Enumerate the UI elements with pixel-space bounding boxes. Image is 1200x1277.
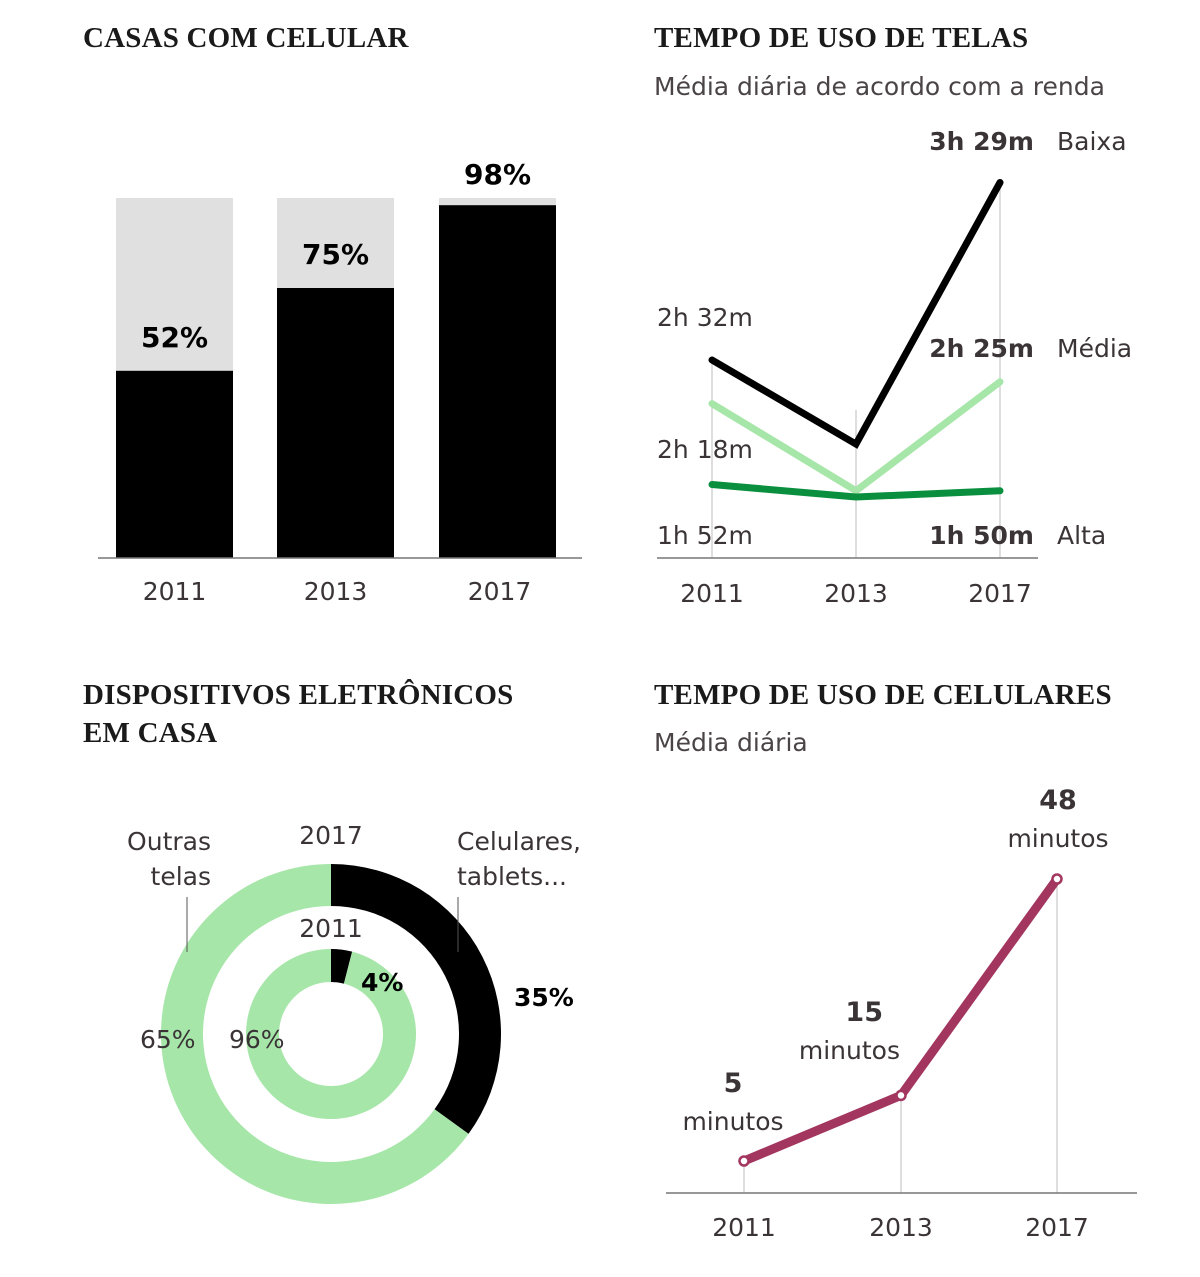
- x-tick-label: 2013: [869, 1213, 933, 1242]
- x-tick-label: 2013: [824, 579, 888, 608]
- x-tick-label: 2011: [680, 579, 744, 608]
- series-line-baixa: [708, 179, 1004, 449]
- legend-label-outras: Outras: [127, 827, 211, 856]
- slice-value-label: 35%: [514, 983, 574, 1012]
- x-tick-label: 2013: [304, 577, 368, 606]
- series-name-label: Alta: [1057, 521, 1106, 550]
- legend-label-outras: telas: [151, 862, 211, 891]
- series-end-label: 3h 29m: [929, 127, 1034, 156]
- series-start-label: 1h 52m: [657, 521, 753, 550]
- slice-value-label: 65%: [140, 1025, 196, 1054]
- series-line-alta: [708, 481, 1004, 501]
- chart-title-celulares: TEMPO DE USO DE CELULARES: [654, 679, 1112, 711]
- series-start-label: 2h 32m: [657, 303, 753, 332]
- series-name-label: Média: [1057, 334, 1132, 363]
- x-tick-label: 2011: [143, 577, 207, 606]
- bar-value-label: 98%: [464, 158, 531, 191]
- chart-subtitle-celulares: Média diária: [654, 728, 808, 757]
- chart-title-telas: TEMPO DE USO DE TELAS: [654, 22, 1029, 54]
- bar-value-label: 75%: [302, 238, 369, 271]
- x-tick-label: 2017: [968, 579, 1032, 608]
- data-value-label: 5: [724, 1068, 743, 1099]
- chart-title-casas: CASAS COM CELULAR: [83, 22, 409, 54]
- data-point: [738, 1155, 750, 1167]
- ring-year-label: 2017: [299, 821, 363, 850]
- bar-value-label: 52%: [141, 321, 208, 354]
- series-line-media: [708, 378, 1004, 496]
- data-unit-label: minutos: [799, 1036, 900, 1065]
- legend-label-celulares: tablets...: [457, 862, 567, 891]
- x-tick-label: 2017: [468, 577, 532, 606]
- series-name-label: Baixa: [1057, 127, 1127, 156]
- bar-2013: [277, 288, 394, 558]
- donut-slice-2011-outras: [245, 949, 416, 1119]
- slice-value-label: 96%: [229, 1025, 285, 1054]
- bar-2017: [439, 205, 556, 558]
- data-unit-label: minutos: [682, 1107, 783, 1136]
- donut-slice-2011-celulares: [331, 949, 353, 984]
- ring-year-label: 2011: [299, 914, 363, 943]
- chart-title-dispositivos-line1: DISPOSITIVOS ELETRÔNICOS: [83, 679, 514, 711]
- slice-value-label: 4%: [361, 968, 403, 997]
- data-point: [1051, 873, 1063, 885]
- data-unit-label: minutos: [1007, 824, 1108, 853]
- x-tick-label: 2011: [712, 1213, 776, 1242]
- x-tick-label: 2017: [1025, 1213, 1089, 1242]
- legend-label-celulares: Celulares,: [457, 827, 581, 856]
- data-point: [895, 1089, 907, 1102]
- series-end-label: 2h 25m: [929, 334, 1034, 363]
- series-start-label: 2h 18m: [657, 435, 753, 464]
- series-end-label: 1h 50m: [929, 521, 1034, 550]
- bar-2011: [116, 370, 233, 558]
- data-value-label: 48: [1039, 785, 1077, 816]
- chart-subtitle-telas: Média diária de acordo com a renda: [654, 72, 1105, 101]
- chart-title-dispositivos-line2: EM CASA: [83, 717, 218, 749]
- data-value-label: 15: [845, 997, 883, 1028]
